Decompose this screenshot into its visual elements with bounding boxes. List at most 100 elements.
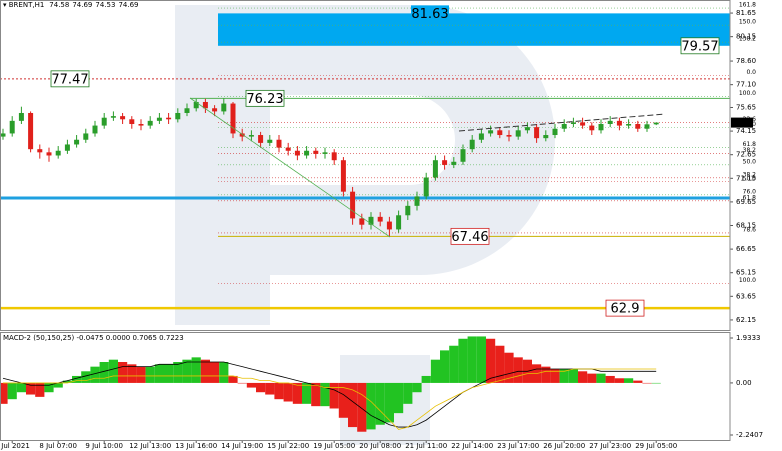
- candle-body: [405, 205, 411, 216]
- x-tick-label: 8 Jul 07:00: [39, 442, 77, 450]
- ohlc-close: 74.69: [118, 1, 138, 9]
- macd-bar: [237, 382, 247, 384]
- zone: [218, 13, 730, 46]
- candle-body: [258, 135, 264, 143]
- y-tick-label: 72.65: [736, 151, 756, 159]
- candle-body: [46, 152, 52, 156]
- ohlc-high: 74.69: [72, 1, 92, 9]
- fib-label: 150.0: [739, 19, 756, 26]
- macd-bar: [136, 366, 146, 383]
- macd-bar: [348, 382, 358, 428]
- x-tick-label: 7 Jul 2021: [0, 442, 30, 450]
- candle-body: [589, 125, 595, 131]
- macd-bar: [26, 382, 36, 395]
- candle-body: [340, 160, 346, 192]
- y-tick-label: 78.60: [736, 57, 756, 65]
- macd-bar: [614, 378, 624, 383]
- candle-body: [110, 116, 116, 118]
- fib-label: 61.8: [743, 141, 757, 148]
- candle-body: [616, 120, 622, 126]
- candle-body: [644, 124, 650, 129]
- candle-body: [331, 152, 337, 161]
- candle-body: [377, 216, 383, 222]
- macd-bar: [44, 382, 54, 393]
- candle-body: [488, 130, 494, 134]
- price-box-label: 81.63: [411, 7, 448, 22]
- symbol: BRENT,H1: [9, 1, 45, 9]
- macd-bar: [476, 336, 486, 383]
- y-tick-label: 80.15: [736, 33, 756, 41]
- price-box-label: 79.57: [681, 39, 718, 54]
- macd-bar: [90, 366, 100, 383]
- candle-body: [350, 191, 356, 219]
- x-tick-label: 19 Jul 05:00: [313, 442, 355, 450]
- macd-bar: [164, 364, 174, 383]
- macd-bar: [108, 359, 118, 383]
- candle-body: [129, 119, 135, 125]
- y-tick-label: 0.00: [736, 379, 752, 387]
- x-tick-label: 12 Jul 13:00: [129, 442, 171, 450]
- fib-trend-line: [189, 97, 391, 238]
- macd-bar: [265, 382, 275, 395]
- last-price-marker: [731, 117, 753, 128]
- candle-body: [239, 133, 245, 137]
- y-tick-label: 81.65: [736, 9, 756, 17]
- macd-bar: [0, 382, 8, 404]
- macd-line: [2, 361, 657, 428]
- candle-body: [55, 150, 61, 156]
- macd-bar: [504, 352, 514, 383]
- macd-bar: [329, 382, 339, 409]
- macd-bar: [302, 382, 312, 404]
- candle-body: [37, 149, 43, 153]
- candle-body: [451, 161, 457, 165]
- candle-body: [248, 135, 254, 137]
- candle-body: [166, 117, 172, 120]
- candle-body: [64, 144, 70, 151]
- candle-body: [18, 112, 24, 121]
- y-tick-label: 75.65: [736, 103, 756, 111]
- fib-label: 100.0: [739, 277, 756, 284]
- macd-bar: [72, 375, 82, 383]
- header: ▾ BRENT,H1 74.58 74.69 74.53 74.69: [3, 1, 138, 9]
- plot-area: 81.65 80.15 78.60 77.10 75.65 74.15 72.65 71.15…: [0, 2, 763, 450]
- candle-body: [175, 112, 181, 120]
- candle-body: [92, 125, 98, 134]
- candle-body: [285, 147, 291, 151]
- candle-body: [552, 128, 558, 136]
- x-tick-label: 20 Jul 08:00: [359, 442, 401, 450]
- macd-bar: [486, 338, 496, 383]
- x-tick-label: 23 Jul 17:00: [497, 442, 539, 450]
- y-tick-label: 63.65: [736, 292, 756, 300]
- fib-label: 38.2: [743, 171, 757, 178]
- candle-body: [497, 130, 503, 136]
- macd-bar: [587, 373, 597, 383]
- candle-body: [267, 139, 273, 143]
- macd-bar: [513, 357, 523, 383]
- y-tick-label: 74.15: [736, 127, 756, 135]
- candle-body: [607, 120, 613, 125]
- candle-body: [28, 112, 34, 150]
- candle-body: [193, 101, 199, 109]
- price-box: [450, 227, 490, 245]
- macd-bar: [274, 382, 284, 400]
- macd-bar: [62, 380, 72, 383]
- macd-bar: [458, 338, 468, 383]
- candle-body: [515, 130, 521, 137]
- macd-bar: [384, 382, 394, 423]
- fib-label: 78.6: [743, 226, 757, 233]
- candle-body: [396, 215, 402, 230]
- candle-body: [230, 103, 236, 134]
- macd-bar: [182, 359, 192, 383]
- macd-bar: [596, 373, 606, 383]
- macd-bar: [292, 382, 302, 404]
- ohlc-open: 74.58: [49, 1, 69, 9]
- candle-body: [368, 216, 374, 225]
- candle-body: [653, 122, 659, 125]
- candle-body: [442, 160, 448, 165]
- price-box: [680, 37, 720, 55]
- x-tick-label: 9 Jul 10:00: [85, 442, 123, 450]
- macd-bar: [127, 364, 137, 383]
- macd-bar: [200, 359, 210, 383]
- macd-bar: [154, 364, 164, 383]
